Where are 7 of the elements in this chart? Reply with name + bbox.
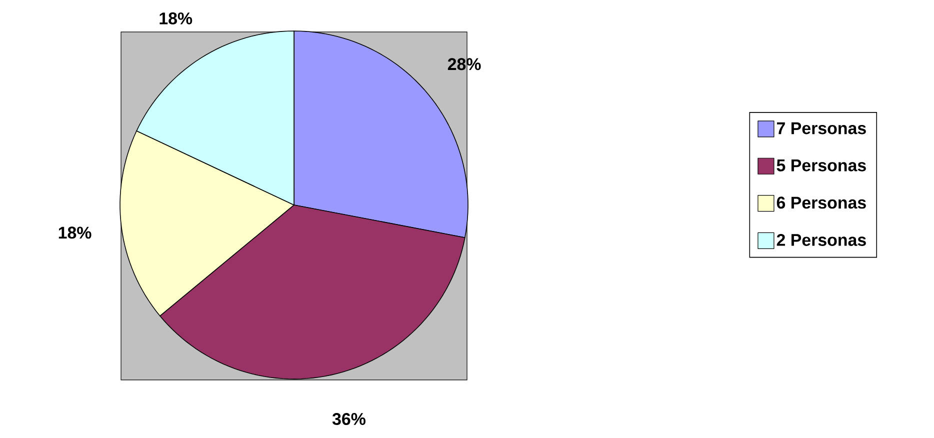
legend-label: 7 Personas: [776, 122, 866, 134]
data-label: 18%: [160, 12, 192, 24]
data-label: 18%: [58, 226, 92, 239]
data-label: 36%: [332, 413, 366, 426]
legend-label: 6 Personas: [776, 196, 866, 209]
legend-label: 2 Personas: [776, 234, 866, 246]
legend-label: 5 Personas: [776, 160, 866, 172]
